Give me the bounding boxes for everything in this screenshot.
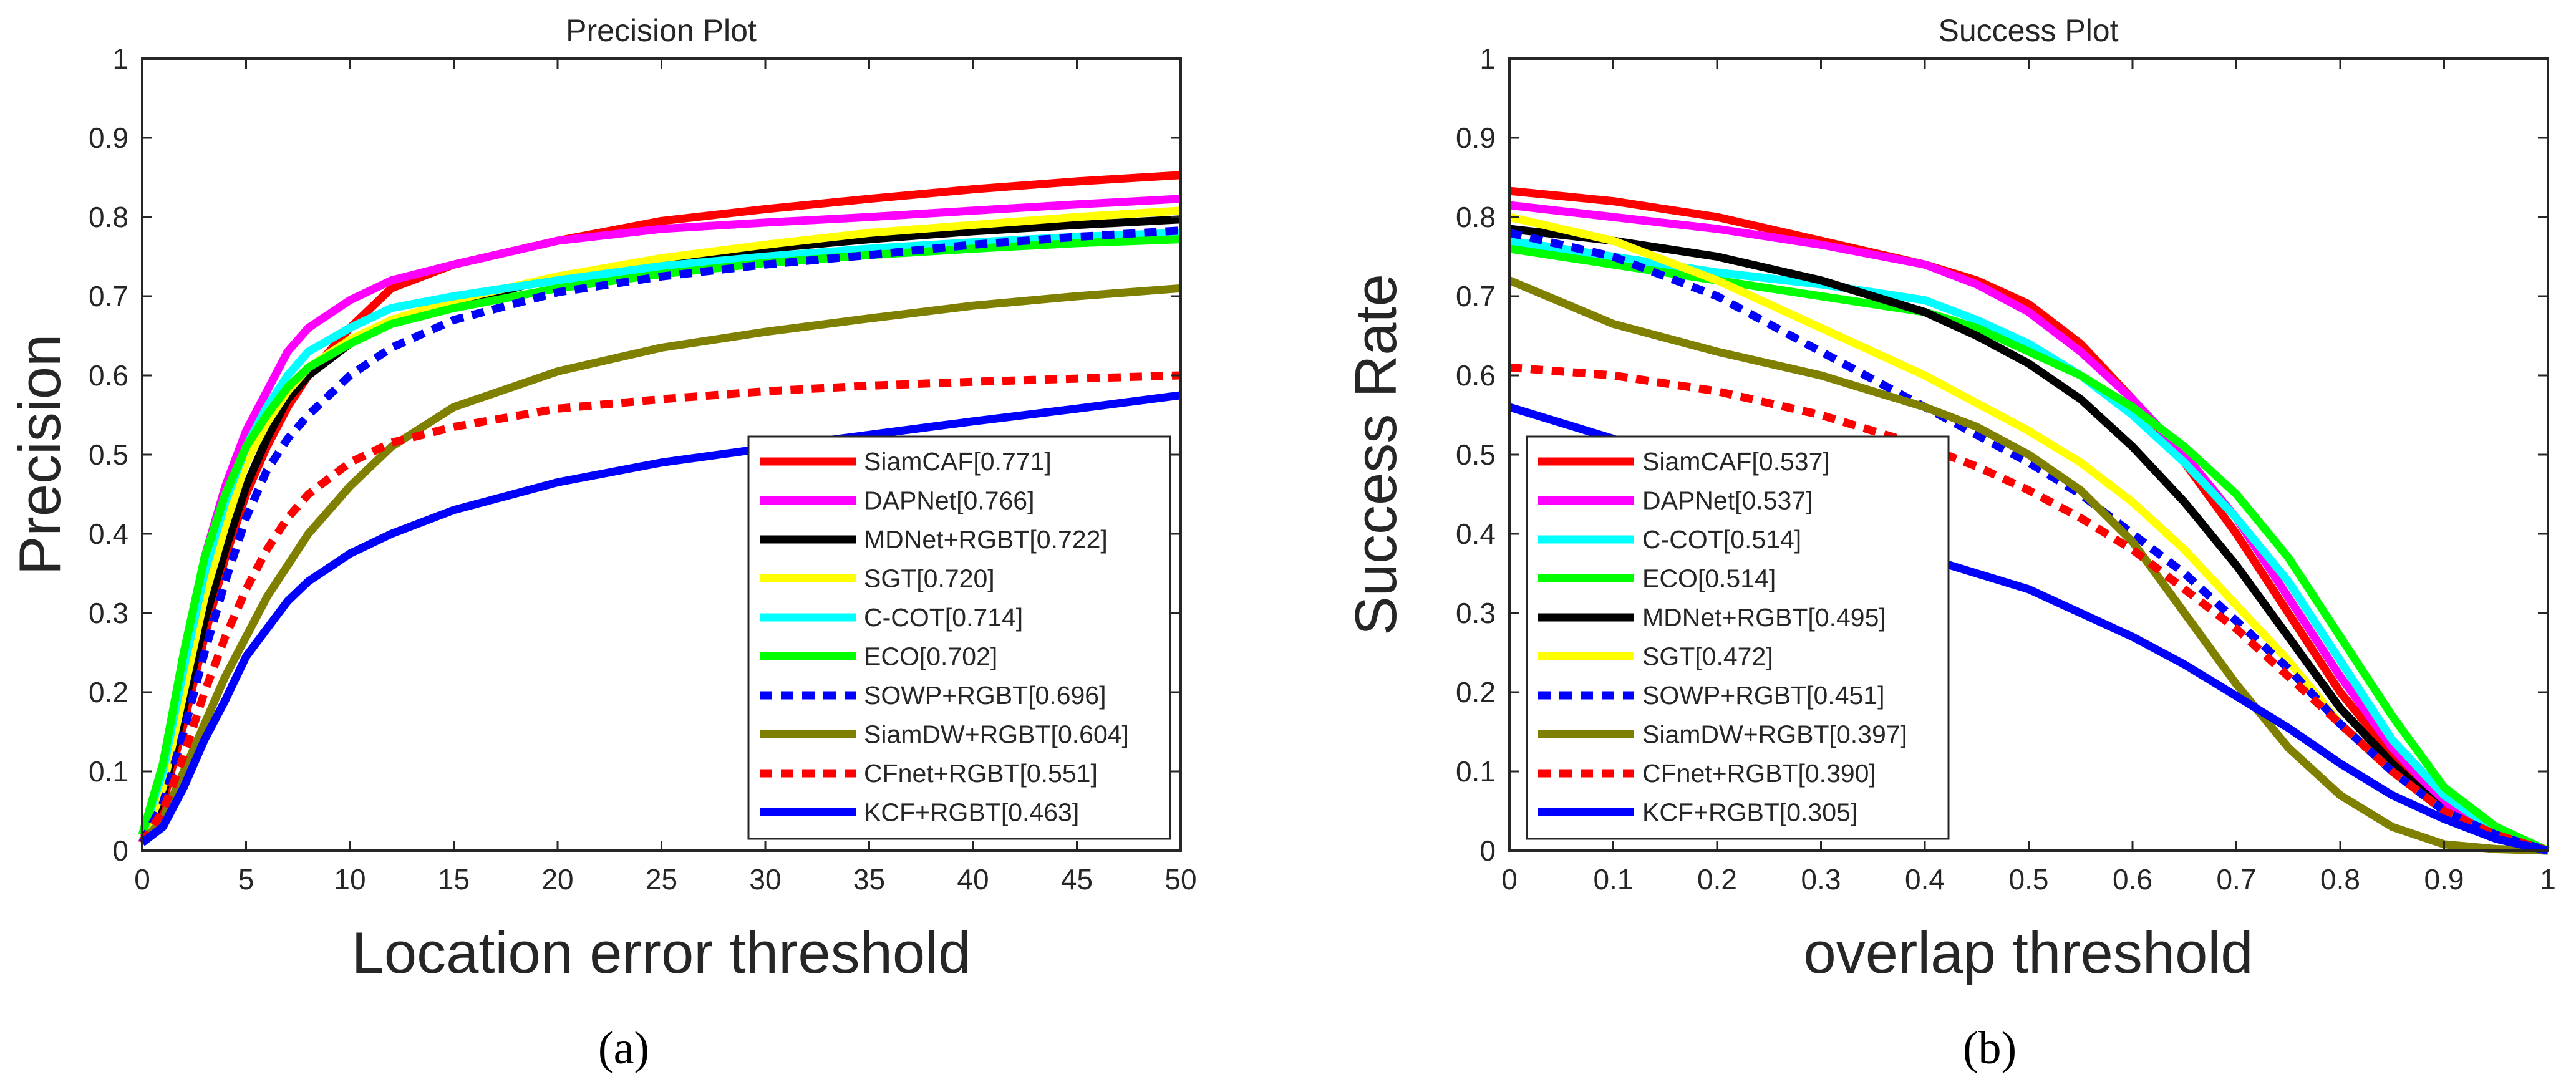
precision-plot-panel: 0 5 10 15 20 25 30 35 40 45 50 0 0.1 0.2 0.3 0.4 0.5 0.6…: [7, 13, 1197, 1074]
success-legend-label-5: MDNet+RGBT[0.495]: [1642, 603, 1886, 632]
precision-legend-label-10: KCF+RGBT[0.463]: [864, 798, 1079, 827]
success-y-tick-label: 0.3: [1456, 597, 1496, 629]
success-x-tick-label: 0.8: [2320, 863, 2360, 896]
success-x-tick-label: 0.5: [2009, 863, 2049, 896]
precision-legend-label-3: MDNet+RGBT[0.722]: [864, 525, 1108, 554]
success-series-line-9: [1509, 363, 2549, 855]
precision-y-tick-label: 0.5: [89, 438, 128, 471]
precision-x-tick-label: 25: [646, 863, 677, 896]
precision-y-tick-label: 0.7: [89, 280, 128, 312]
success-x-tick-label: 0.7: [2217, 863, 2257, 896]
success-plot-y-ticks: 0 0.1 0.2 0.3 0.4 0.5 0.6 0.7 0.8 0.9 1: [1456, 42, 2548, 867]
success-y-tick-label: 1: [1479, 42, 1496, 75]
precision-x-tick-label: 0: [134, 863, 150, 896]
precision-series-line-7: [138, 226, 1181, 845]
precision-y-tick-label: 0.9: [89, 122, 128, 154]
success-legend-label-3: C-COT[0.514]: [1642, 525, 1801, 554]
success-legend-label-4: ECO[0.514]: [1642, 564, 1776, 593]
success-series-line-3: [1509, 236, 2550, 855]
precision-x-tick-label: 35: [853, 863, 885, 896]
success-x-tick-label: 0.6: [2113, 863, 2152, 896]
success-plot-x-label: overlap threshold: [1803, 920, 2253, 985]
success-y-tick-label: 0.2: [1456, 676, 1496, 708]
precision-x-tick-label: 10: [334, 863, 366, 896]
success-plot-legend-entries: SiamCAF[0.537] DAPNet[0.537] C-COT[0.514] E…: [1538, 447, 1907, 827]
precision-x-tick-label: 40: [957, 863, 989, 896]
precision-y-tick-label: 1: [112, 42, 128, 75]
precision-plot-title: Precision Plot: [566, 13, 757, 48]
success-series-line-5: [1509, 225, 2549, 855]
precision-legend-label-2: DAPNet[0.766]: [864, 486, 1035, 515]
precision-x-tick-label: 45: [1061, 863, 1093, 896]
precision-series-line-8: [139, 284, 1181, 846]
success-series-line-8: [1508, 276, 2549, 855]
precision-y-tick-label: 0.4: [89, 518, 128, 550]
success-y-tick-label: 0.1: [1456, 755, 1496, 788]
precision-plot-series: [138, 171, 1181, 846]
precision-x-tick-label: 50: [1165, 863, 1196, 896]
success-legend-label-1: SiamCAF[0.537]: [1642, 447, 1830, 476]
success-y-tick-label: 0.5: [1456, 438, 1496, 471]
precision-legend-label-9: CFnet+RGBT[0.551]: [864, 759, 1098, 788]
precision-plot-y-ticks: 0 0.1 0.2 0.3 0.4 0.5 0.6 0.7 0.8 0.9 1: [89, 42, 1181, 867]
success-y-tick-label: 0.6: [1456, 359, 1496, 392]
success-plot-legend: SiamCAF[0.537] DAPNet[0.537] C-COT[0.514] E…: [1526, 435, 1950, 840]
success-y-tick-label: 0.9: [1456, 122, 1496, 154]
success-y-tick-label: 0: [1479, 834, 1496, 867]
precision-x-tick-label: 5: [238, 863, 254, 896]
precision-legend-label-5: C-COT[0.714]: [864, 603, 1023, 632]
precision-x-tick-label: 20: [541, 863, 573, 896]
precision-y-tick-label: 0: [112, 834, 128, 867]
precision-y-tick-label: 0.6: [89, 359, 128, 392]
precision-y-tick-label: 0.1: [89, 755, 128, 788]
success-x-tick-label: 0: [1501, 863, 1518, 896]
success-x-tick-label: 0.1: [1594, 863, 1634, 896]
success-y-tick-label: 0.4: [1456, 518, 1496, 550]
success-legend-label-6: SGT[0.472]: [1642, 642, 1773, 671]
success-x-tick-label: 0.4: [1905, 863, 1945, 896]
precision-x-tick-label: 30: [749, 863, 781, 896]
precision-plot-x-ticks: 0 5 10 15 20 25 30 35 40 45 50: [134, 59, 1197, 896]
precision-plot-legend-entries: SiamCAF[0.771] DAPNet[0.766] MDNet+RGBT[0.…: [760, 447, 1129, 827]
precision-plot-caption: (a): [598, 1023, 649, 1074]
precision-y-tick-label: 0.8: [89, 201, 128, 233]
success-plot-y-label: Success Rate: [1343, 274, 1408, 635]
precision-legend-label-4: SGT[0.720]: [864, 564, 995, 593]
success-legend-label-10: KCF+RGBT[0.305]: [1642, 798, 1857, 827]
success-legend-label-8: SiamDW+RGBT[0.397]: [1642, 720, 1907, 749]
precision-legend-label-1: SiamCAF[0.771]: [864, 447, 1052, 476]
success-series-line-4: [1509, 244, 2550, 854]
precision-y-tick-label: 0.2: [89, 676, 128, 708]
success-x-tick-label: 0.2: [1697, 863, 1737, 896]
precision-series-line-6: [138, 235, 1181, 836]
success-legend-label-7: SOWP+RGBT[0.451]: [1642, 681, 1885, 710]
precision-series-line-10: [140, 391, 1181, 846]
success-legend-label-9: CFnet+RGBT[0.390]: [1642, 759, 1876, 788]
success-plot-series: [1508, 186, 2550, 855]
success-x-tick-label: 0.9: [2424, 863, 2464, 896]
success-plot-caption: (b): [1963, 1023, 2017, 1074]
success-plot-x-ticks: 0 0.1 0.2 0.3 0.4 0.5 0.6 0.7 0.8 0.9 1: [1501, 59, 2556, 896]
success-plot-panel: 0 0.1 0.2 0.3 0.4 0.5 0.6 0.7 0.8 0.9 1 0 0.1 0.2 0.3…: [1343, 13, 2556, 1074]
success-legend-label-2: DAPNet[0.537]: [1642, 486, 1813, 515]
success-x-tick-label: 0.3: [1801, 863, 1841, 896]
precision-plot-x-label: Location error threshold: [352, 920, 971, 985]
success-y-tick-label: 0.8: [1456, 201, 1496, 233]
precision-plot-y-label: Precision: [7, 334, 72, 576]
success-x-tick-label: 1: [2540, 863, 2556, 896]
precision-x-tick-label: 15: [438, 863, 470, 896]
precision-plot-legend-box: [747, 435, 1171, 840]
precision-legend-label-8: SiamDW+RGBT[0.604]: [864, 720, 1129, 749]
precision-plot-legend: SiamCAF[0.771] DAPNet[0.766] MDNet+RGBT[0.…: [747, 435, 1171, 840]
precision-legend-label-6: ECO[0.702]: [864, 642, 997, 671]
success-y-tick-label: 0.7: [1456, 280, 1496, 312]
success-plot-title: Success Plot: [1938, 13, 2118, 48]
precision-y-tick-label: 0.3: [89, 597, 128, 629]
success-series-line-2: [1509, 201, 2549, 855]
precision-legend-label-7: SOWP+RGBT[0.696]: [864, 681, 1106, 710]
